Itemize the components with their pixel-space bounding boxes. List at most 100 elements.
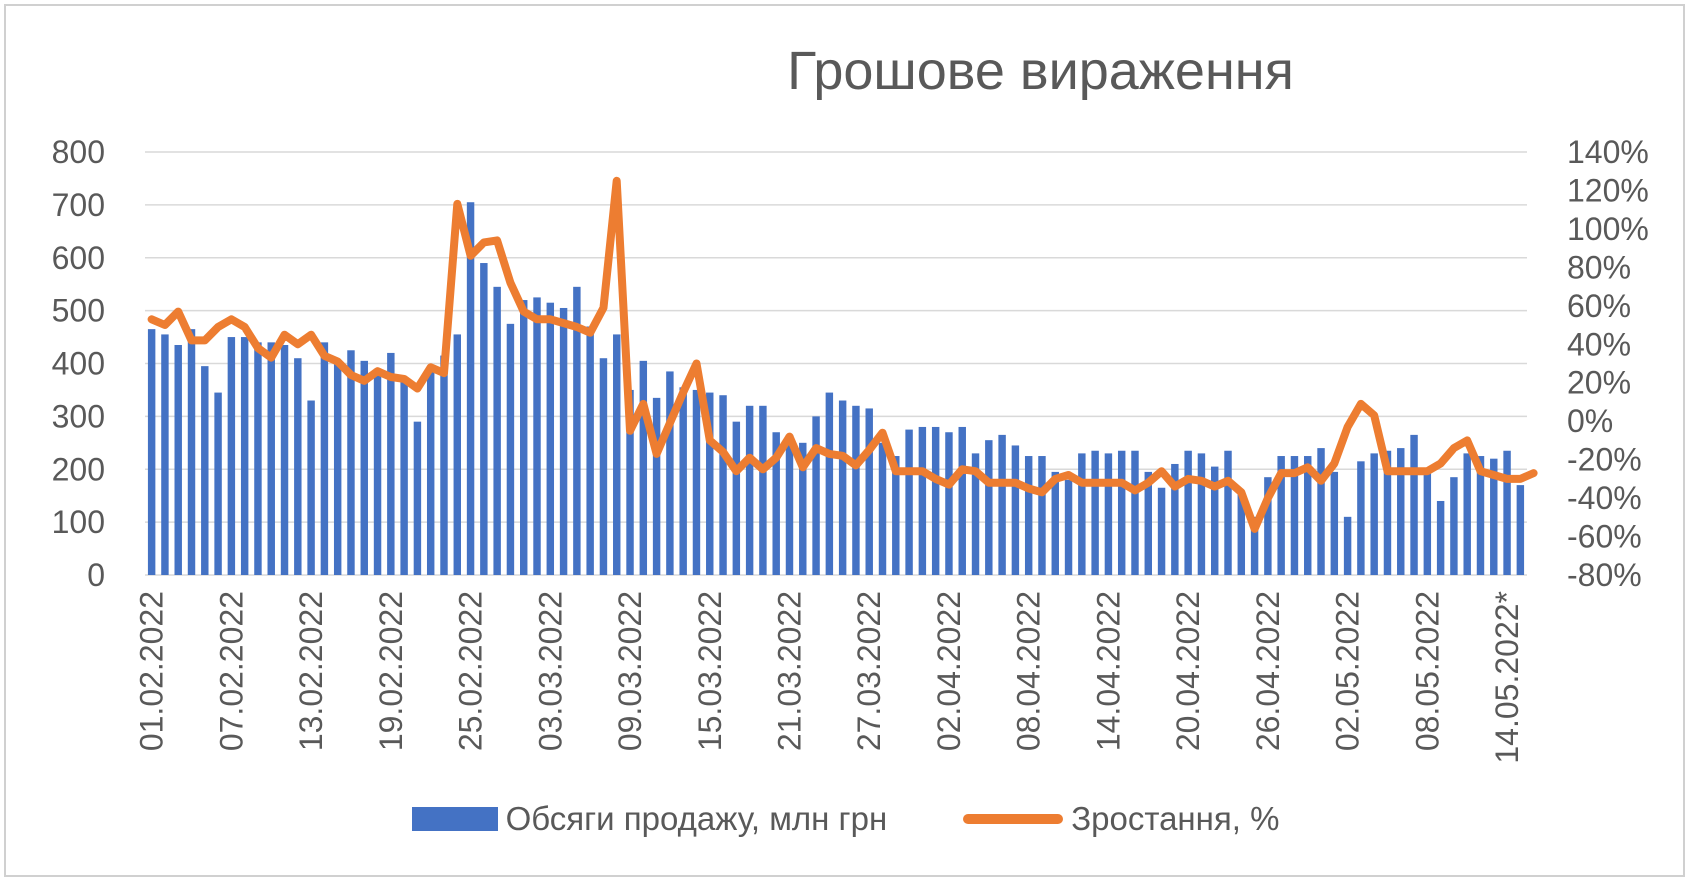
sales-bar — [1171, 463, 1179, 575]
right-axis-tick-label: 80% — [1567, 249, 1631, 285]
sales-bar — [267, 342, 275, 575]
sales-bar — [254, 342, 262, 575]
sales-bar — [546, 302, 555, 575]
right-axis-tick-label: -60% — [1567, 519, 1642, 555]
sales-bar — [1011, 445, 1020, 575]
legend: Обсяги продажу, млн грн Зростання, % — [0, 800, 1691, 838]
sales-bar — [201, 366, 209, 575]
right-axis-tick-label: 20% — [1567, 365, 1631, 401]
legend-item-growth: Зростання, % — [963, 800, 1279, 838]
legend-label-growth: Зростання, % — [1071, 800, 1280, 837]
sales-bar — [931, 426, 940, 575]
sales-bar — [1463, 453, 1471, 575]
x-axis-tick-label: 09.03.2022 — [612, 591, 648, 751]
sales-bar — [1184, 450, 1192, 575]
sales-bar — [187, 329, 196, 575]
sales-bar — [1264, 477, 1272, 575]
sales-bar — [1024, 456, 1033, 575]
sales-bar — [666, 371, 674, 575]
x-axis-tick-label: 02.05.2022 — [1330, 591, 1366, 751]
sales-bar — [825, 392, 834, 575]
sales-bar — [706, 392, 714, 575]
sales-bar — [1503, 450, 1511, 575]
sales-bar — [878, 442, 887, 575]
sales-bar — [493, 286, 501, 575]
sales-bar — [294, 358, 302, 575]
sales-bar — [1078, 453, 1086, 575]
sales-bar — [679, 387, 687, 575]
sales-bar — [1277, 456, 1285, 575]
sales-bar — [852, 405, 860, 575]
sales-bar — [1211, 466, 1219, 575]
sales-bar — [1144, 471, 1152, 575]
sales-bar — [1383, 450, 1392, 575]
x-axis-tick-label: 19.02.2022 — [373, 591, 409, 751]
x-axis-tick-label: 15.03.2022 — [692, 591, 728, 751]
sales-bar — [1051, 471, 1059, 575]
sales-bar — [586, 326, 594, 575]
sales-bar — [1197, 453, 1206, 575]
sales-bar — [174, 344, 182, 575]
x-axis-tick-label: 03.03.2022 — [532, 591, 568, 751]
x-axis-tick-label: 01.02.2022 — [134, 591, 170, 751]
x-axis-tick-label: 02.04.2022 — [931, 591, 967, 751]
sales-bar — [626, 389, 634, 575]
sales-bar — [772, 432, 780, 575]
legend-item-sales: Обсяги продажу, млн грн — [411, 800, 887, 838]
sales-bar — [373, 368, 382, 575]
left-axis-tick-label: 700 — [52, 187, 105, 223]
sales-bar — [799, 442, 807, 575]
sales-bar — [1317, 448, 1325, 575]
bar-series — [147, 202, 1525, 575]
sales-bar — [147, 329, 156, 575]
sales-bar — [466, 202, 475, 575]
sales-bar — [998, 434, 1006, 575]
right-axis-tick-label: -20% — [1567, 442, 1642, 478]
x-axis-tick-label: 08.05.2022 — [1409, 591, 1445, 751]
sales-bar — [639, 360, 648, 575]
sales-bar — [1490, 458, 1498, 575]
sales-bar — [506, 323, 515, 575]
sales-bar — [865, 408, 873, 575]
sales-bar — [1343, 516, 1352, 575]
left-axis-tick-label: 500 — [52, 293, 105, 329]
sales-bar — [559, 307, 568, 575]
sales-bar — [161, 334, 169, 575]
sales-bar — [1450, 477, 1458, 575]
x-axis-tick-label: 14.04.2022 — [1090, 591, 1126, 751]
sales-bar — [280, 344, 289, 575]
sales-bar — [613, 334, 621, 575]
right-axis-tick-label: 100% — [1567, 211, 1649, 247]
sales-bar — [732, 421, 741, 575]
sales-bar — [838, 400, 847, 575]
sales-bar — [892, 456, 900, 575]
sales-bar — [1224, 450, 1232, 575]
x-axis: 01.02.2022 07.02.2022 13.02.2022 19.02.2022… — [134, 591, 1525, 764]
sales-bar — [1237, 493, 1246, 575]
left-axis-tick-label: 300 — [52, 398, 105, 434]
left-axis-tick-label: 400 — [52, 346, 105, 382]
right-axis-tick-label: 140% — [1567, 134, 1649, 170]
chart-title: Грошове вираження — [787, 41, 1294, 101]
sales-bar — [1516, 485, 1525, 575]
sales-bar — [227, 337, 236, 575]
sales-bar — [307, 400, 315, 575]
line-series — [147, 176, 1538, 533]
right-axis-tick-label: 60% — [1567, 288, 1631, 324]
sales-bar — [918, 426, 927, 575]
sales-bar — [1091, 450, 1099, 575]
sales-bar — [692, 389, 701, 575]
sales-bar — [413, 421, 422, 575]
sales-bar — [1330, 471, 1339, 575]
sales-bar — [1117, 450, 1126, 575]
sales-bar — [745, 405, 754, 575]
sales-bar — [320, 342, 329, 575]
sales-bar — [1476, 456, 1485, 575]
sales-bar — [533, 297, 541, 575]
right-axis-tick-label: -80% — [1567, 557, 1642, 593]
left-axis-tick-label: 200 — [52, 451, 105, 487]
x-axis-tick-label: 25.02.2022 — [453, 591, 489, 751]
legend-swatch-bar — [411, 807, 498, 831]
left-axis-tick-label: 800 — [52, 134, 105, 170]
